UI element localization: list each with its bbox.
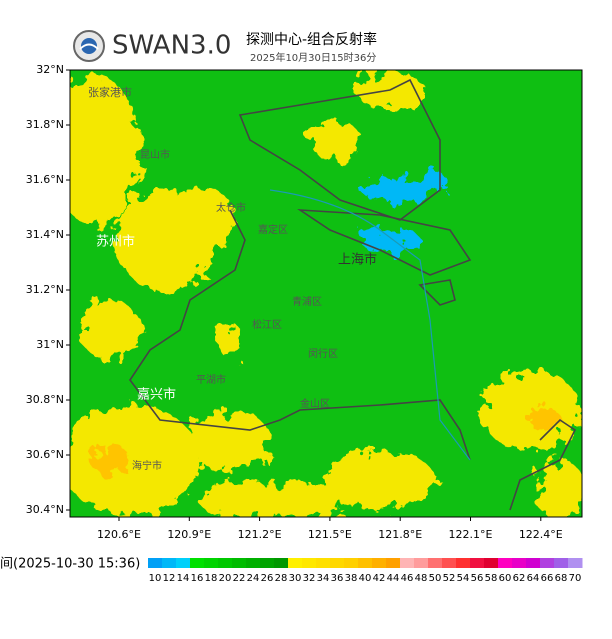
legend-label: 14 bbox=[177, 573, 190, 584]
lat-label: 31.8°N bbox=[26, 118, 64, 131]
place-name: 松江区 bbox=[252, 318, 282, 331]
legend-swatch bbox=[456, 558, 471, 568]
place-name: 嘉兴市 bbox=[137, 387, 176, 403]
place-name: 海宁市 bbox=[132, 459, 162, 472]
legend-swatch bbox=[344, 558, 359, 568]
legend-label: 26 bbox=[261, 573, 274, 584]
legend-swatch bbox=[470, 558, 485, 568]
legend-label: 66 bbox=[541, 573, 554, 584]
legend-swatch bbox=[302, 558, 317, 568]
lat-label: 31.6°N bbox=[26, 173, 64, 186]
lat-label: 30.8°N bbox=[26, 393, 64, 406]
legend-label: 16 bbox=[191, 573, 204, 584]
lon-label: 121.8°E bbox=[378, 528, 422, 541]
legend-swatch bbox=[148, 558, 163, 568]
lon-label: 120.6°E bbox=[97, 528, 141, 541]
place-name: 闵行区 bbox=[308, 347, 338, 360]
lat-label: 30.6°N bbox=[26, 448, 64, 461]
legend-swatch bbox=[540, 558, 555, 568]
legend-label: 34 bbox=[317, 573, 330, 584]
radar-field bbox=[70, 70, 582, 517]
legend-label: 64 bbox=[527, 573, 540, 584]
legend-label: 42 bbox=[373, 573, 386, 584]
legend-label: 12 bbox=[163, 573, 176, 584]
lon-label: 121.2°E bbox=[238, 528, 282, 541]
legend-swatch bbox=[246, 558, 261, 568]
place-name: 太仓市 bbox=[216, 201, 246, 214]
legend-swatch bbox=[316, 558, 331, 568]
lat-label: 30.4°N bbox=[26, 503, 64, 516]
lon-label: 121.5°E bbox=[308, 528, 352, 541]
legend-label: 56 bbox=[471, 573, 484, 584]
legend-swatch bbox=[288, 558, 303, 568]
place-name: 嘉定区 bbox=[258, 223, 288, 236]
legend-swatch bbox=[400, 558, 415, 568]
legend-swatch bbox=[484, 558, 499, 568]
legend-label: 52 bbox=[443, 573, 456, 584]
logo bbox=[73, 30, 105, 62]
place-name: 金山区 bbox=[300, 397, 330, 410]
legend-label: 54 bbox=[457, 573, 470, 584]
legend-swatch bbox=[554, 558, 569, 568]
lat-label: 31°N bbox=[36, 338, 64, 351]
legend-label: 28 bbox=[275, 573, 288, 584]
legend-swatch bbox=[232, 558, 247, 568]
legend-swatch bbox=[162, 558, 177, 568]
legend-label: 44 bbox=[387, 573, 400, 584]
legend-swatch bbox=[260, 558, 275, 568]
legend-label: 38 bbox=[345, 573, 358, 584]
app-title: SWAN3.0 bbox=[112, 31, 231, 61]
place-name: 昆山市 bbox=[140, 148, 170, 161]
legend-swatch bbox=[204, 558, 219, 568]
legend-label: 50 bbox=[429, 573, 442, 584]
lat-label: 32°N bbox=[36, 63, 64, 76]
map-frame bbox=[69, 69, 583, 518]
legend-label: 22 bbox=[233, 573, 246, 584]
legend-label: 48 bbox=[415, 573, 428, 584]
lon-label: 120.9°E bbox=[167, 528, 211, 541]
legend-label: 58 bbox=[485, 573, 498, 584]
legend-swatch bbox=[568, 558, 583, 568]
legend-swatch bbox=[176, 558, 191, 568]
legend-label: 70 bbox=[569, 573, 582, 584]
legend-swatch bbox=[428, 558, 443, 568]
place-name: 青浦区 bbox=[292, 295, 322, 308]
legend-label: 10 bbox=[149, 573, 162, 584]
legend-label: 46 bbox=[401, 573, 414, 584]
lon-label: 122.1°E bbox=[449, 528, 493, 541]
legend-label: 36 bbox=[331, 573, 344, 584]
legend-swatch bbox=[372, 558, 387, 568]
legend-label: 24 bbox=[247, 573, 260, 584]
place-name: 平湖市 bbox=[196, 373, 226, 386]
legend-swatch bbox=[358, 558, 373, 568]
product-time: 2025年10月30日15时36分 bbox=[250, 51, 376, 64]
lon-label: 122.4°E bbox=[519, 528, 563, 541]
legend-swatch bbox=[498, 558, 513, 568]
legend-swatch bbox=[442, 558, 457, 568]
legend-swatch bbox=[218, 558, 233, 568]
legend-label: 62 bbox=[513, 573, 526, 584]
legend-swatch bbox=[526, 558, 541, 568]
place-name: 苏州市 bbox=[96, 234, 135, 250]
legend-label: 30 bbox=[289, 573, 302, 584]
legend-swatch bbox=[274, 558, 289, 568]
place-name: 张家港市 bbox=[88, 85, 132, 99]
lat-label: 31.4°N bbox=[26, 228, 64, 241]
legend-time: 间(2025-10-30 15:36) bbox=[0, 557, 140, 572]
legend-swatch bbox=[386, 558, 401, 568]
legend-label: 32 bbox=[303, 573, 316, 584]
legend-swatch bbox=[414, 558, 429, 568]
legend-label: 68 bbox=[555, 573, 568, 584]
legend-label: 18 bbox=[205, 573, 218, 584]
legend-label: 20 bbox=[219, 573, 232, 584]
product-title: 探测中心-组合反射率 bbox=[246, 31, 377, 48]
legend-label: 40 bbox=[359, 573, 372, 584]
legend-label: 60 bbox=[499, 573, 512, 584]
legend-swatch bbox=[330, 558, 345, 568]
place-name: 上海市 bbox=[338, 252, 377, 268]
legend-swatch bbox=[512, 558, 527, 568]
legend-swatch bbox=[190, 558, 205, 568]
lat-label: 31.2°N bbox=[26, 283, 64, 296]
